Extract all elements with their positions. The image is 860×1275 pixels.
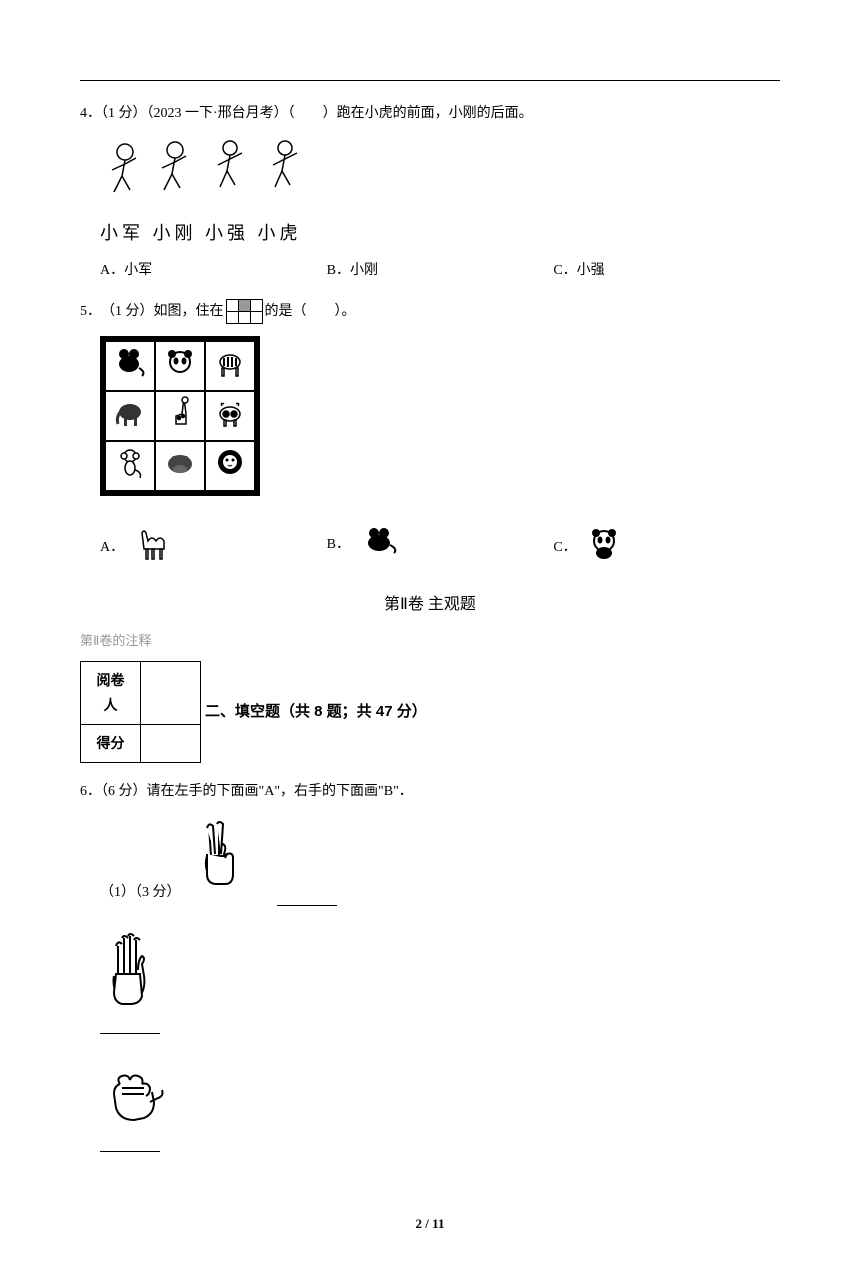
q5-option-c[interactable]: C．	[553, 525, 780, 570]
animal-grid	[100, 336, 260, 496]
q5-options: A． B． C．	[100, 525, 780, 570]
q4-blank: （ ）	[288, 106, 337, 121]
grid-lion-icon	[205, 441, 255, 491]
hand-fist-icon	[100, 1054, 760, 1152]
q6-stem: 请在左手的下面画"A"，右手的下面画"B"．	[147, 784, 413, 799]
hand-peace-icon	[189, 816, 249, 905]
blank-2[interactable]	[100, 1033, 160, 1034]
section-2-header: 阅卷人 得分 二、填空题（共 8 题；共 47 分）	[80, 661, 780, 764]
q5-option-a[interactable]: A．	[100, 525, 327, 570]
scorer-label: 阅卷人	[81, 661, 141, 724]
children-running-image	[100, 134, 780, 213]
question-5-text: 5．（1 分）如图，住在 的是（ ）。	[80, 299, 780, 324]
grid-monkey-icon	[105, 441, 155, 491]
q4-option-b[interactable]: B．小刚	[327, 258, 554, 283]
question-6-text: 6．（6 分）请在左手的下面画"A"，右手的下面画"B"．	[80, 779, 780, 804]
q4-source: （2023 一下·邢台月考）	[147, 106, 288, 121]
question-4-text: 4．（1 分）（2023 一下·邢台月考）（ ）跑在小虎的前面，小刚的后面。	[80, 101, 780, 126]
section-2-header-text: 二、填空题（共 8 题；共 47 分）	[205, 698, 427, 725]
q4-options: A．小军 B．小刚 C．小强	[100, 258, 780, 283]
section-2-note: 第Ⅱ卷的注释	[80, 629, 780, 652]
q4-number: 4．	[80, 106, 101, 121]
hand-open-icon	[100, 926, 760, 1034]
q5-opta-label: A．	[100, 540, 124, 555]
score-table: 阅卷人 得分	[80, 661, 201, 764]
question-5: 5．（1 分）如图，住在 的是（ ）。	[80, 299, 780, 571]
q4-option-c[interactable]: C．小强	[553, 258, 780, 283]
q5-option-b[interactable]: B．	[327, 525, 554, 570]
blank-1[interactable]	[277, 905, 337, 906]
question-6: 6．（6 分）请在左手的下面画"A"，右手的下面画"B"． （1）（3 分）	[80, 779, 780, 1152]
grid-panda-icon	[155, 341, 205, 391]
q6-number: 6．	[80, 784, 101, 799]
grid-cow-icon	[205, 391, 255, 441]
grid-mouse-icon	[105, 341, 155, 391]
score-label: 得分	[81, 725, 141, 763]
panda-icon	[586, 525, 622, 570]
q4-option-a[interactable]: A．小军	[100, 258, 327, 283]
q5-optb-label: B．	[327, 537, 350, 552]
q5-text2: 的是（ ）。	[265, 299, 356, 324]
children-names: 小军 小刚 小强 小虎	[100, 217, 780, 249]
q6-sub1: （1）（3 分）	[100, 816, 780, 1152]
grid-giraffe-icon	[155, 391, 205, 441]
score-value[interactable]	[141, 725, 201, 763]
top-rule	[80, 80, 780, 81]
q5-optc-label: C．	[553, 540, 576, 555]
mini-grid-icon	[226, 299, 263, 324]
q4-stem: 跑在小虎的前面，小刚的后面。	[337, 106, 533, 121]
q5-text1: 如图，住在	[154, 299, 224, 324]
scorer-value[interactable]	[141, 661, 201, 724]
q4-points: （1 分）	[101, 106, 147, 121]
camel-icon	[134, 525, 174, 570]
blank-3[interactable]	[100, 1151, 160, 1152]
q6-points: （6 分）	[101, 784, 147, 799]
grid-elephant-icon	[105, 391, 155, 441]
section-2-title: 第Ⅱ卷 主观题	[80, 591, 780, 620]
question-4: 4．（1 分）（2023 一下·邢台月考）（ ）跑在小虎的前面，小刚的后面。 小…	[80, 101, 780, 283]
q6-sub1-label: （1）（3 分）	[100, 880, 181, 905]
q5-points: （1 分）	[101, 299, 154, 324]
mouse-icon	[360, 525, 400, 564]
grid-hippo-icon	[155, 441, 205, 491]
q5-number: 5．	[80, 299, 101, 324]
grid-zebra-icon	[205, 341, 255, 391]
